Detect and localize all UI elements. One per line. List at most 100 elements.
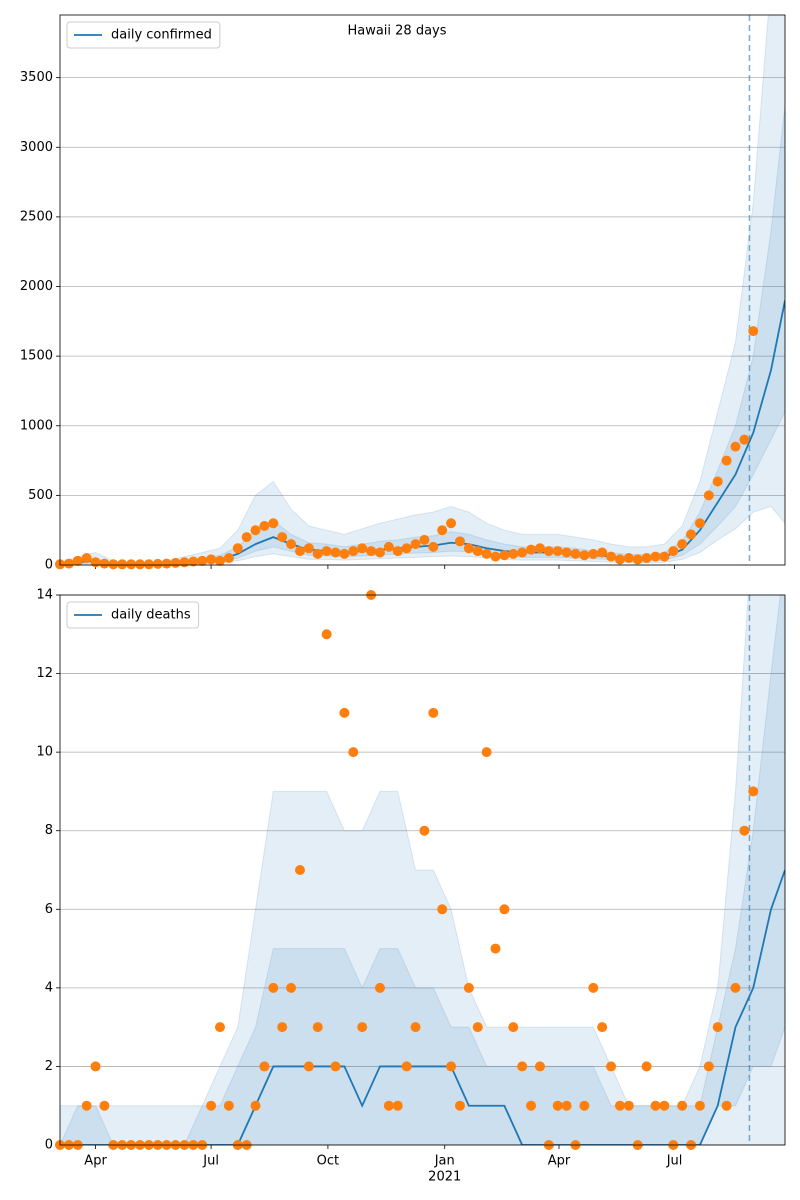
- y-tick-label: 3000: [20, 140, 53, 155]
- data-point: [152, 558, 163, 569]
- data-point: [348, 747, 359, 758]
- data-point: [401, 1061, 412, 1072]
- data-point: [294, 865, 305, 875]
- data-point: [668, 546, 679, 557]
- y-tick-label: 4: [45, 980, 53, 995]
- data-point: [686, 529, 697, 540]
- data-point: [206, 1100, 217, 1111]
- data-point: [472, 546, 483, 557]
- data-point: [63, 558, 74, 569]
- uncertainty-band: [60, 15, 785, 565]
- data-point: [392, 546, 403, 557]
- data-point: [588, 548, 599, 559]
- data-point: [197, 555, 208, 566]
- y-tick-label: 10: [36, 745, 53, 760]
- data-point: [694, 518, 705, 529]
- data-point: [223, 1100, 234, 1111]
- data-point: [748, 326, 759, 337]
- plot-area: [60, 15, 785, 565]
- uncertainty-band: [60, 595, 785, 1145]
- data-point: [250, 1100, 261, 1111]
- data-point: [712, 476, 723, 487]
- data-point: [490, 551, 501, 562]
- data-point: [552, 1100, 563, 1111]
- x-tick-sublabel: 2021: [428, 1170, 461, 1185]
- data-point: [561, 1100, 572, 1111]
- data-point: [597, 547, 608, 558]
- data-point: [739, 825, 750, 836]
- data-point: [677, 539, 688, 550]
- series-line: [60, 869, 785, 1145]
- data-point: [374, 547, 385, 558]
- data-point: [366, 546, 377, 557]
- data-point: [748, 786, 759, 797]
- axes-frame: [59, 14, 786, 566]
- data-point: [739, 434, 750, 445]
- data-point: [303, 543, 314, 554]
- data-point: [250, 525, 261, 536]
- data-point: [454, 536, 465, 547]
- data-point: [526, 1100, 537, 1111]
- y-tick-label: 2: [45, 1059, 53, 1074]
- data-point: [677, 1100, 688, 1111]
- data-point: [277, 532, 288, 543]
- data-point: [268, 982, 279, 993]
- data-point: [134, 559, 145, 570]
- data-point: [419, 825, 430, 836]
- data-point: [330, 1061, 341, 1072]
- x-tick-label: Oct: [317, 1154, 339, 1169]
- data-point: [597, 1022, 608, 1033]
- data-point: [570, 548, 581, 559]
- data-point: [481, 747, 492, 758]
- y-tick-label: 500: [28, 488, 53, 503]
- data-point: [703, 1061, 714, 1072]
- data-point: [694, 1100, 705, 1111]
- y-tick-label: 14: [36, 588, 53, 603]
- data-point: [330, 547, 341, 558]
- data-point: [579, 550, 590, 561]
- data-point: [214, 555, 225, 566]
- data-point: [499, 904, 510, 915]
- data-point: [641, 1061, 652, 1072]
- data-point: [463, 982, 474, 993]
- data-point: [179, 557, 190, 568]
- chart-title: Hawaii 28 days: [347, 24, 446, 39]
- data-point: [481, 548, 492, 559]
- data-point: [428, 541, 439, 552]
- data-point: [108, 559, 119, 570]
- data-point: [223, 553, 234, 564]
- data-point: [259, 1061, 270, 1072]
- data-point: [312, 548, 323, 559]
- data-point: [401, 543, 412, 554]
- y-tick-label: 2500: [20, 209, 53, 224]
- data-point: [170, 557, 181, 568]
- data-point: [623, 1100, 634, 1111]
- y-tick-label: 0: [45, 1138, 53, 1153]
- data-point: [606, 1061, 617, 1072]
- data-point: [321, 546, 332, 557]
- y-tick-label: 12: [36, 666, 53, 681]
- data-point: [232, 543, 243, 554]
- data-point: [730, 441, 741, 452]
- data-point: [446, 518, 457, 529]
- data-point: [659, 551, 670, 562]
- data-point: [383, 541, 394, 552]
- data-point: [357, 1022, 368, 1033]
- data-point: [99, 558, 110, 569]
- uncertainty-band: [60, 105, 785, 565]
- y-tick-label: 1000: [20, 418, 53, 433]
- y-tick-label: 6: [45, 902, 53, 917]
- data-point: [623, 553, 634, 564]
- data-point: [126, 559, 137, 570]
- data-point: [143, 559, 154, 570]
- data-point: [259, 521, 270, 532]
- data-point: [463, 543, 474, 554]
- x-tick-label: Jan: [434, 1154, 455, 1169]
- data-point: [508, 548, 519, 559]
- data-point: [712, 1022, 723, 1033]
- data-point: [312, 1022, 323, 1033]
- data-point: [721, 455, 732, 466]
- data-point: [357, 543, 368, 554]
- y-tick-label: 1500: [20, 349, 53, 364]
- data-point: [659, 1100, 670, 1111]
